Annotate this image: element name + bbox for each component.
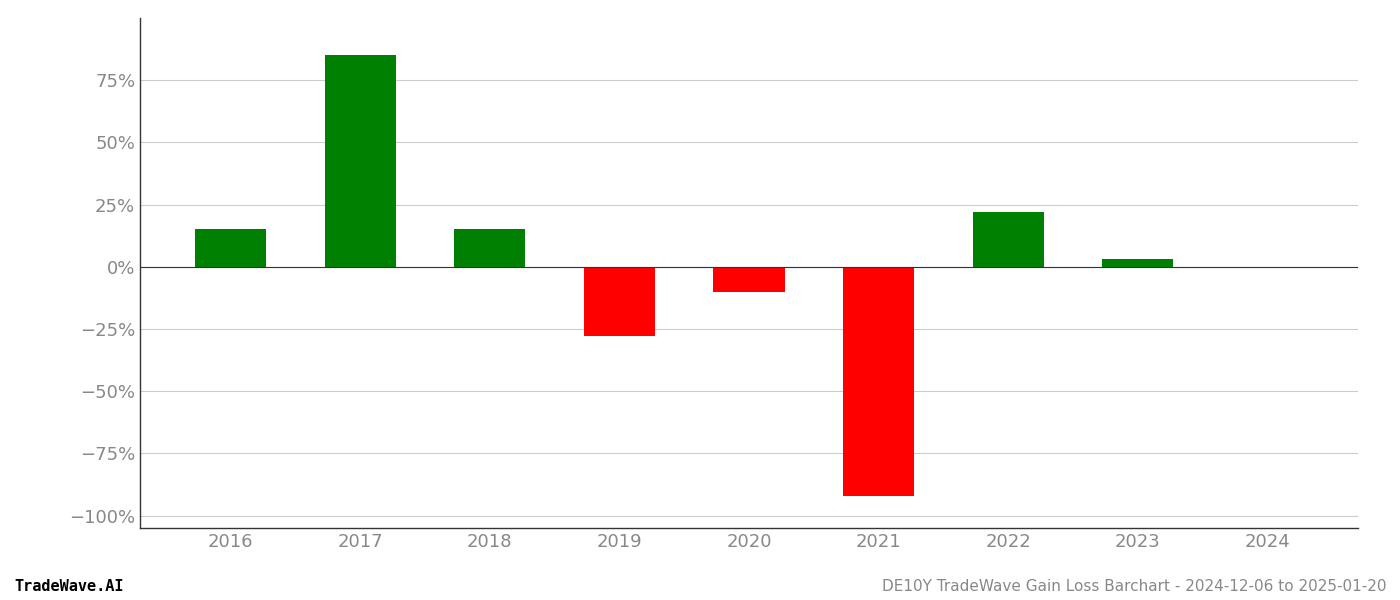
Bar: [584, 267, 655, 337]
Bar: [454, 229, 525, 267]
Text: DE10Y TradeWave Gain Loss Barchart - 2024-12-06 to 2025-01-20: DE10Y TradeWave Gain Loss Barchart - 202…: [882, 579, 1386, 594]
Bar: [843, 267, 914, 496]
Bar: [1102, 259, 1173, 267]
Bar: [325, 55, 396, 267]
Bar: [195, 229, 266, 267]
Bar: [714, 267, 784, 292]
Text: TradeWave.AI: TradeWave.AI: [14, 579, 123, 594]
Bar: [973, 212, 1044, 267]
